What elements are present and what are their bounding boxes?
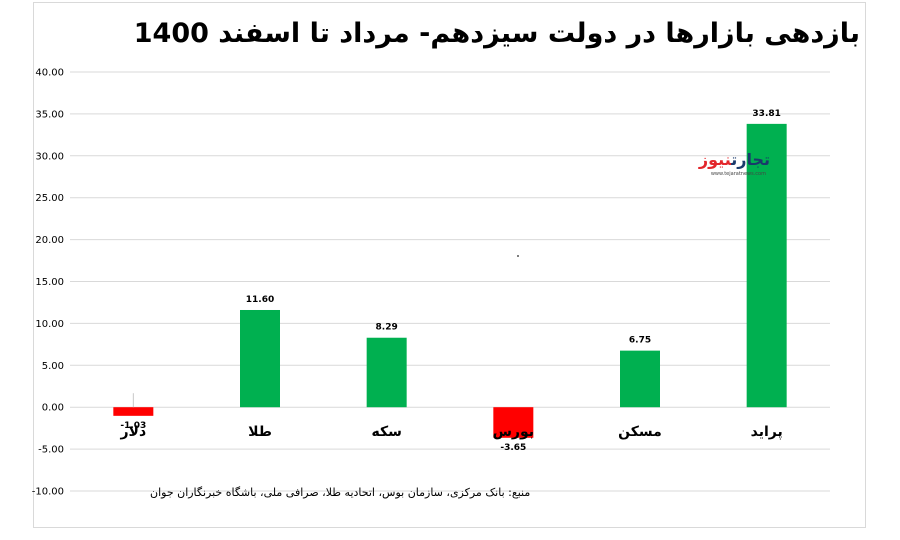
category-label: مسکن bbox=[618, 424, 662, 440]
bar-0 bbox=[113, 407, 154, 416]
data-label: 8.29 bbox=[376, 323, 398, 333]
data-label: 6.75 bbox=[629, 336, 651, 346]
category-label: سکه bbox=[371, 424, 401, 440]
bar-2 bbox=[366, 337, 407, 408]
y-tick-label: 30.00 bbox=[35, 151, 64, 162]
chart-title: بازدهی بازارها در دولت سیزدهم- مرداد تا … bbox=[133, 18, 860, 49]
logo-wordmark: تجارتنیوز bbox=[699, 150, 770, 169]
logo-part1: تجارت bbox=[731, 150, 770, 169]
category-label: طلا bbox=[248, 424, 272, 440]
data-label: 11.60 bbox=[246, 295, 274, 305]
y-tick-label: -10.00 bbox=[32, 487, 64, 498]
category-label: دلار bbox=[119, 424, 146, 440]
y-tick-label: 40.00 bbox=[35, 68, 64, 79]
y-tick-label: 5.00 bbox=[42, 361, 64, 372]
y-tick-label: 25.00 bbox=[35, 193, 64, 204]
source-note: منبع: بانک مرکزی، سازمان بوس، اتحادیه طل… bbox=[150, 486, 531, 499]
category-label: پراید bbox=[751, 424, 783, 440]
stray-dot bbox=[517, 255, 519, 257]
tejaratnews-logo: تجارتنیوز www.tejaratnews.com bbox=[690, 150, 770, 182]
data-label: 33.81 bbox=[752, 109, 780, 119]
y-tick-label: 10.00 bbox=[35, 319, 64, 330]
data-label: -3.65 bbox=[500, 443, 526, 453]
chart-frame bbox=[33, 2, 866, 528]
bar-3 bbox=[493, 407, 534, 438]
bar-4 bbox=[620, 350, 660, 408]
y-tick-label: 35.00 bbox=[35, 109, 64, 120]
y-tick-label: 0.00 bbox=[42, 403, 64, 414]
logo-url: www.tejaratnews.com bbox=[710, 171, 766, 177]
y-tick-label: 15.00 bbox=[35, 277, 64, 288]
bar-5 bbox=[746, 123, 787, 408]
data-label: -1.03 bbox=[120, 421, 146, 431]
y-tick-label: -5.00 bbox=[38, 445, 64, 456]
logo-part2: نیوز bbox=[698, 150, 732, 169]
y-tick-label: 20.00 bbox=[35, 235, 64, 246]
bar-1 bbox=[240, 309, 280, 408]
category-label: بورس bbox=[493, 424, 534, 440]
